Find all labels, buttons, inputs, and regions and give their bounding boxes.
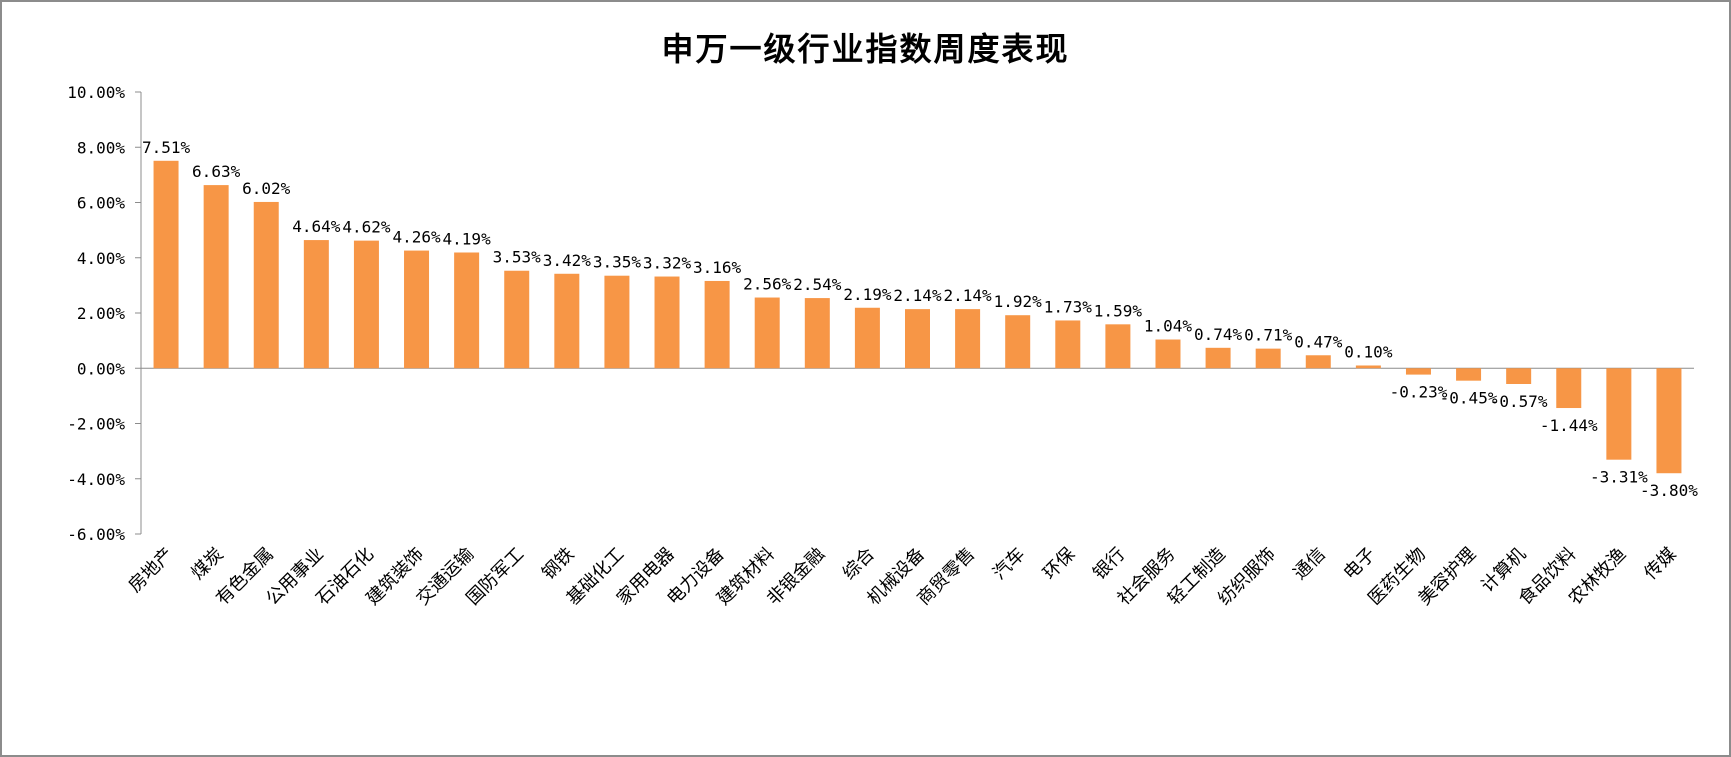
bar bbox=[203, 185, 229, 369]
bar bbox=[1355, 365, 1381, 369]
bar bbox=[1005, 315, 1031, 369]
bar bbox=[654, 276, 680, 369]
data-label: 4.19% bbox=[443, 230, 492, 249]
bar bbox=[754, 297, 780, 369]
data-label: 1.59% bbox=[1094, 301, 1143, 320]
data-label: 1.92% bbox=[994, 292, 1043, 311]
bar bbox=[1456, 368, 1482, 381]
bar bbox=[1055, 320, 1081, 369]
bar bbox=[905, 309, 930, 369]
bar bbox=[554, 273, 580, 369]
bar bbox=[504, 270, 530, 369]
y-tick-label: 8.00% bbox=[77, 138, 126, 157]
data-label: 4.64% bbox=[292, 217, 341, 236]
bar bbox=[353, 240, 379, 369]
data-label: 1.04% bbox=[1144, 317, 1193, 336]
x-category-label: 通信 bbox=[1290, 544, 1330, 584]
data-label: -3.31% bbox=[1590, 468, 1648, 487]
data-label: -0.23% bbox=[1390, 383, 1448, 402]
data-label: -1.44% bbox=[1540, 416, 1598, 435]
y-tick-label: 2.00% bbox=[77, 304, 126, 323]
y-tick-label: 4.00% bbox=[77, 249, 126, 268]
y-tick-label: 10.00% bbox=[67, 83, 125, 102]
data-label: -0.57% bbox=[1490, 392, 1548, 411]
data-label: -0.45% bbox=[1440, 389, 1498, 408]
data-label: 2.19% bbox=[843, 285, 892, 304]
data-label: 3.16% bbox=[693, 258, 742, 277]
data-label: 6.63% bbox=[192, 162, 241, 181]
bar bbox=[1656, 368, 1682, 474]
x-category-label: 钢铁 bbox=[538, 544, 578, 584]
data-label: 3.32% bbox=[643, 254, 692, 273]
bar bbox=[604, 275, 630, 369]
bar bbox=[253, 201, 279, 369]
y-tick-label: 0.00% bbox=[77, 359, 126, 378]
data-label: 0.71% bbox=[1244, 326, 1293, 345]
data-label: 2.14% bbox=[893, 286, 942, 305]
bar bbox=[454, 252, 480, 369]
bar bbox=[404, 250, 430, 369]
x-category-label: 电子 bbox=[1340, 544, 1380, 584]
bar bbox=[1155, 339, 1181, 369]
bar bbox=[153, 160, 179, 369]
data-label: 3.53% bbox=[493, 248, 542, 267]
data-label: 0.47% bbox=[1294, 332, 1343, 351]
bar bbox=[1606, 368, 1632, 460]
bar bbox=[1556, 368, 1582, 409]
x-category-label: 银行 bbox=[1089, 544, 1129, 584]
bar bbox=[704, 280, 730, 369]
data-label: 3.35% bbox=[593, 253, 642, 272]
bar bbox=[1305, 355, 1331, 369]
x-category-label: 房地产 bbox=[125, 544, 178, 597]
bar bbox=[1105, 324, 1131, 369]
bar bbox=[804, 298, 830, 369]
y-tick-label: -2.00% bbox=[67, 415, 125, 434]
bar bbox=[303, 240, 329, 369]
chart-title: 申万一级行业指数周度表现 bbox=[661, 30, 1070, 68]
bar bbox=[1205, 347, 1231, 369]
data-label: 6.02% bbox=[242, 179, 291, 198]
data-label: 0.10% bbox=[1344, 342, 1393, 361]
x-category-label: 环保 bbox=[1039, 544, 1079, 584]
y-tick-label: 6.00% bbox=[77, 194, 126, 213]
bar bbox=[1255, 348, 1281, 369]
y-tick-label: -6.00% bbox=[67, 525, 125, 544]
x-category-label: 汽车 bbox=[989, 544, 1029, 584]
data-label: 7.51% bbox=[142, 138, 191, 157]
data-label: 2.54% bbox=[793, 275, 842, 294]
data-label: 2.56% bbox=[743, 275, 792, 294]
y-tick-label: -4.00% bbox=[67, 470, 125, 489]
bar bbox=[1506, 368, 1532, 384]
bar bbox=[955, 309, 981, 369]
x-category-label: 传媒 bbox=[1640, 544, 1680, 584]
bar bbox=[854, 307, 880, 369]
data-label: -3.80% bbox=[1640, 481, 1698, 500]
bar bbox=[1405, 368, 1431, 375]
data-label: 4.62% bbox=[342, 218, 391, 237]
data-label: 2.14% bbox=[944, 286, 993, 305]
x-category-label: 综合 bbox=[839, 544, 879, 584]
data-label: 0.74% bbox=[1194, 325, 1243, 344]
data-label: 4.26% bbox=[392, 228, 441, 247]
data-label: 1.73% bbox=[1044, 297, 1093, 316]
data-label: 3.42% bbox=[543, 251, 592, 270]
x-category-label: 煤炭 bbox=[187, 544, 227, 584]
